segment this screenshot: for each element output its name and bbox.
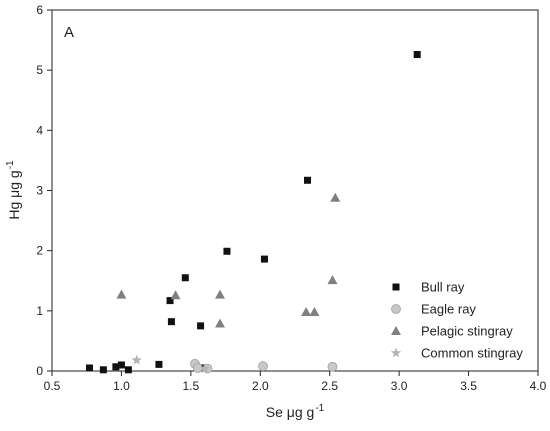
common-stingray-point [199, 363, 210, 374]
y-axis-title-text: Hg μg g [6, 170, 22, 219]
pelagic-stingray-point [330, 192, 341, 202]
bull-ray-point [99, 366, 107, 374]
x-tick-label: 4.0 [530, 379, 547, 393]
x-tick-label: 2.5 [321, 379, 338, 393]
y-tick-label: 1 [36, 304, 43, 318]
bull-ray-point [181, 274, 189, 282]
common-stingray-point [131, 354, 142, 365]
bull-ray-point [413, 51, 421, 59]
bull-ray-point [124, 366, 132, 374]
legend-common-stingray-marker [390, 347, 402, 358]
pelagic-stingray-point [116, 289, 127, 299]
pelagic-stingray-point [309, 307, 320, 317]
bull-ray-point [167, 318, 175, 326]
pelagic-stingray-point [301, 307, 312, 317]
legend-bull-ray-marker [392, 283, 400, 291]
x-axis-title-sup: -1 [315, 403, 324, 414]
bull-ray-point [85, 364, 93, 372]
legend: Bull ray Eagle ray Pelagic stingray Common … [390, 280, 523, 361]
pelagic-stingray-point [327, 275, 338, 285]
x-tick-label: 3.0 [391, 379, 408, 393]
data-points [85, 51, 421, 374]
x-axis-title: Se μg g-1 [266, 403, 325, 420]
y-tick-label: 4 [36, 123, 43, 137]
pelagic-stingray-point [170, 290, 181, 300]
bull-ray-point [303, 176, 311, 184]
x-tick-label: 2.0 [252, 379, 269, 393]
eagle-ray-point [327, 361, 338, 372]
y-tick-label: 0 [36, 364, 43, 378]
bull-ray-point [260, 255, 268, 263]
bull-ray-point [166, 297, 174, 305]
y-tick-label: 3 [36, 184, 43, 198]
legend-eagle-ray-label: Eagle ray [421, 302, 476, 317]
y-axis-title: Hg μg g-1 [5, 160, 22, 220]
pelagic-stingray-point [215, 289, 226, 299]
x-tick-label: 1.5 [183, 379, 200, 393]
bull-ray-point [112, 363, 120, 371]
eagle-ray-point [258, 361, 268, 372]
pelagic-stingray-point [215, 318, 226, 328]
y-tick-label: 5 [36, 63, 43, 77]
x-axis-ticks: 0.5 1.0 1.5 2.0 2.5 3.0 3.5 4.0 [44, 371, 547, 393]
bull-ray-point [117, 361, 125, 369]
x-axis-title-text: Se μg g [266, 404, 315, 420]
bull-ray-point [197, 322, 205, 330]
panel-label: A [64, 24, 74, 41]
legend-pelagic-stingray-marker [391, 326, 401, 335]
y-axis-title-sup: -1 [5, 160, 16, 169]
x-tick-label: 1.0 [113, 379, 130, 393]
legend-pelagic-stingray-label: Pelagic stingray [421, 324, 513, 339]
bull-ray-point [223, 247, 231, 255]
x-tick-label: 3.5 [460, 379, 477, 393]
legend-common-stingray-label: Common stingray [421, 346, 523, 361]
plot-frame [51, 9, 539, 372]
y-axis-ticks: 0 1 2 3 4 5 6 [36, 3, 52, 378]
y-tick-label: 2 [36, 244, 43, 258]
bull-ray-point [155, 360, 163, 368]
x-tick-label: 0.5 [44, 379, 61, 393]
y-tick-label: 6 [36, 3, 43, 17]
legend-bull-ray-label: Bull ray [421, 280, 465, 295]
legend-eagle-ray-marker [391, 304, 401, 314]
